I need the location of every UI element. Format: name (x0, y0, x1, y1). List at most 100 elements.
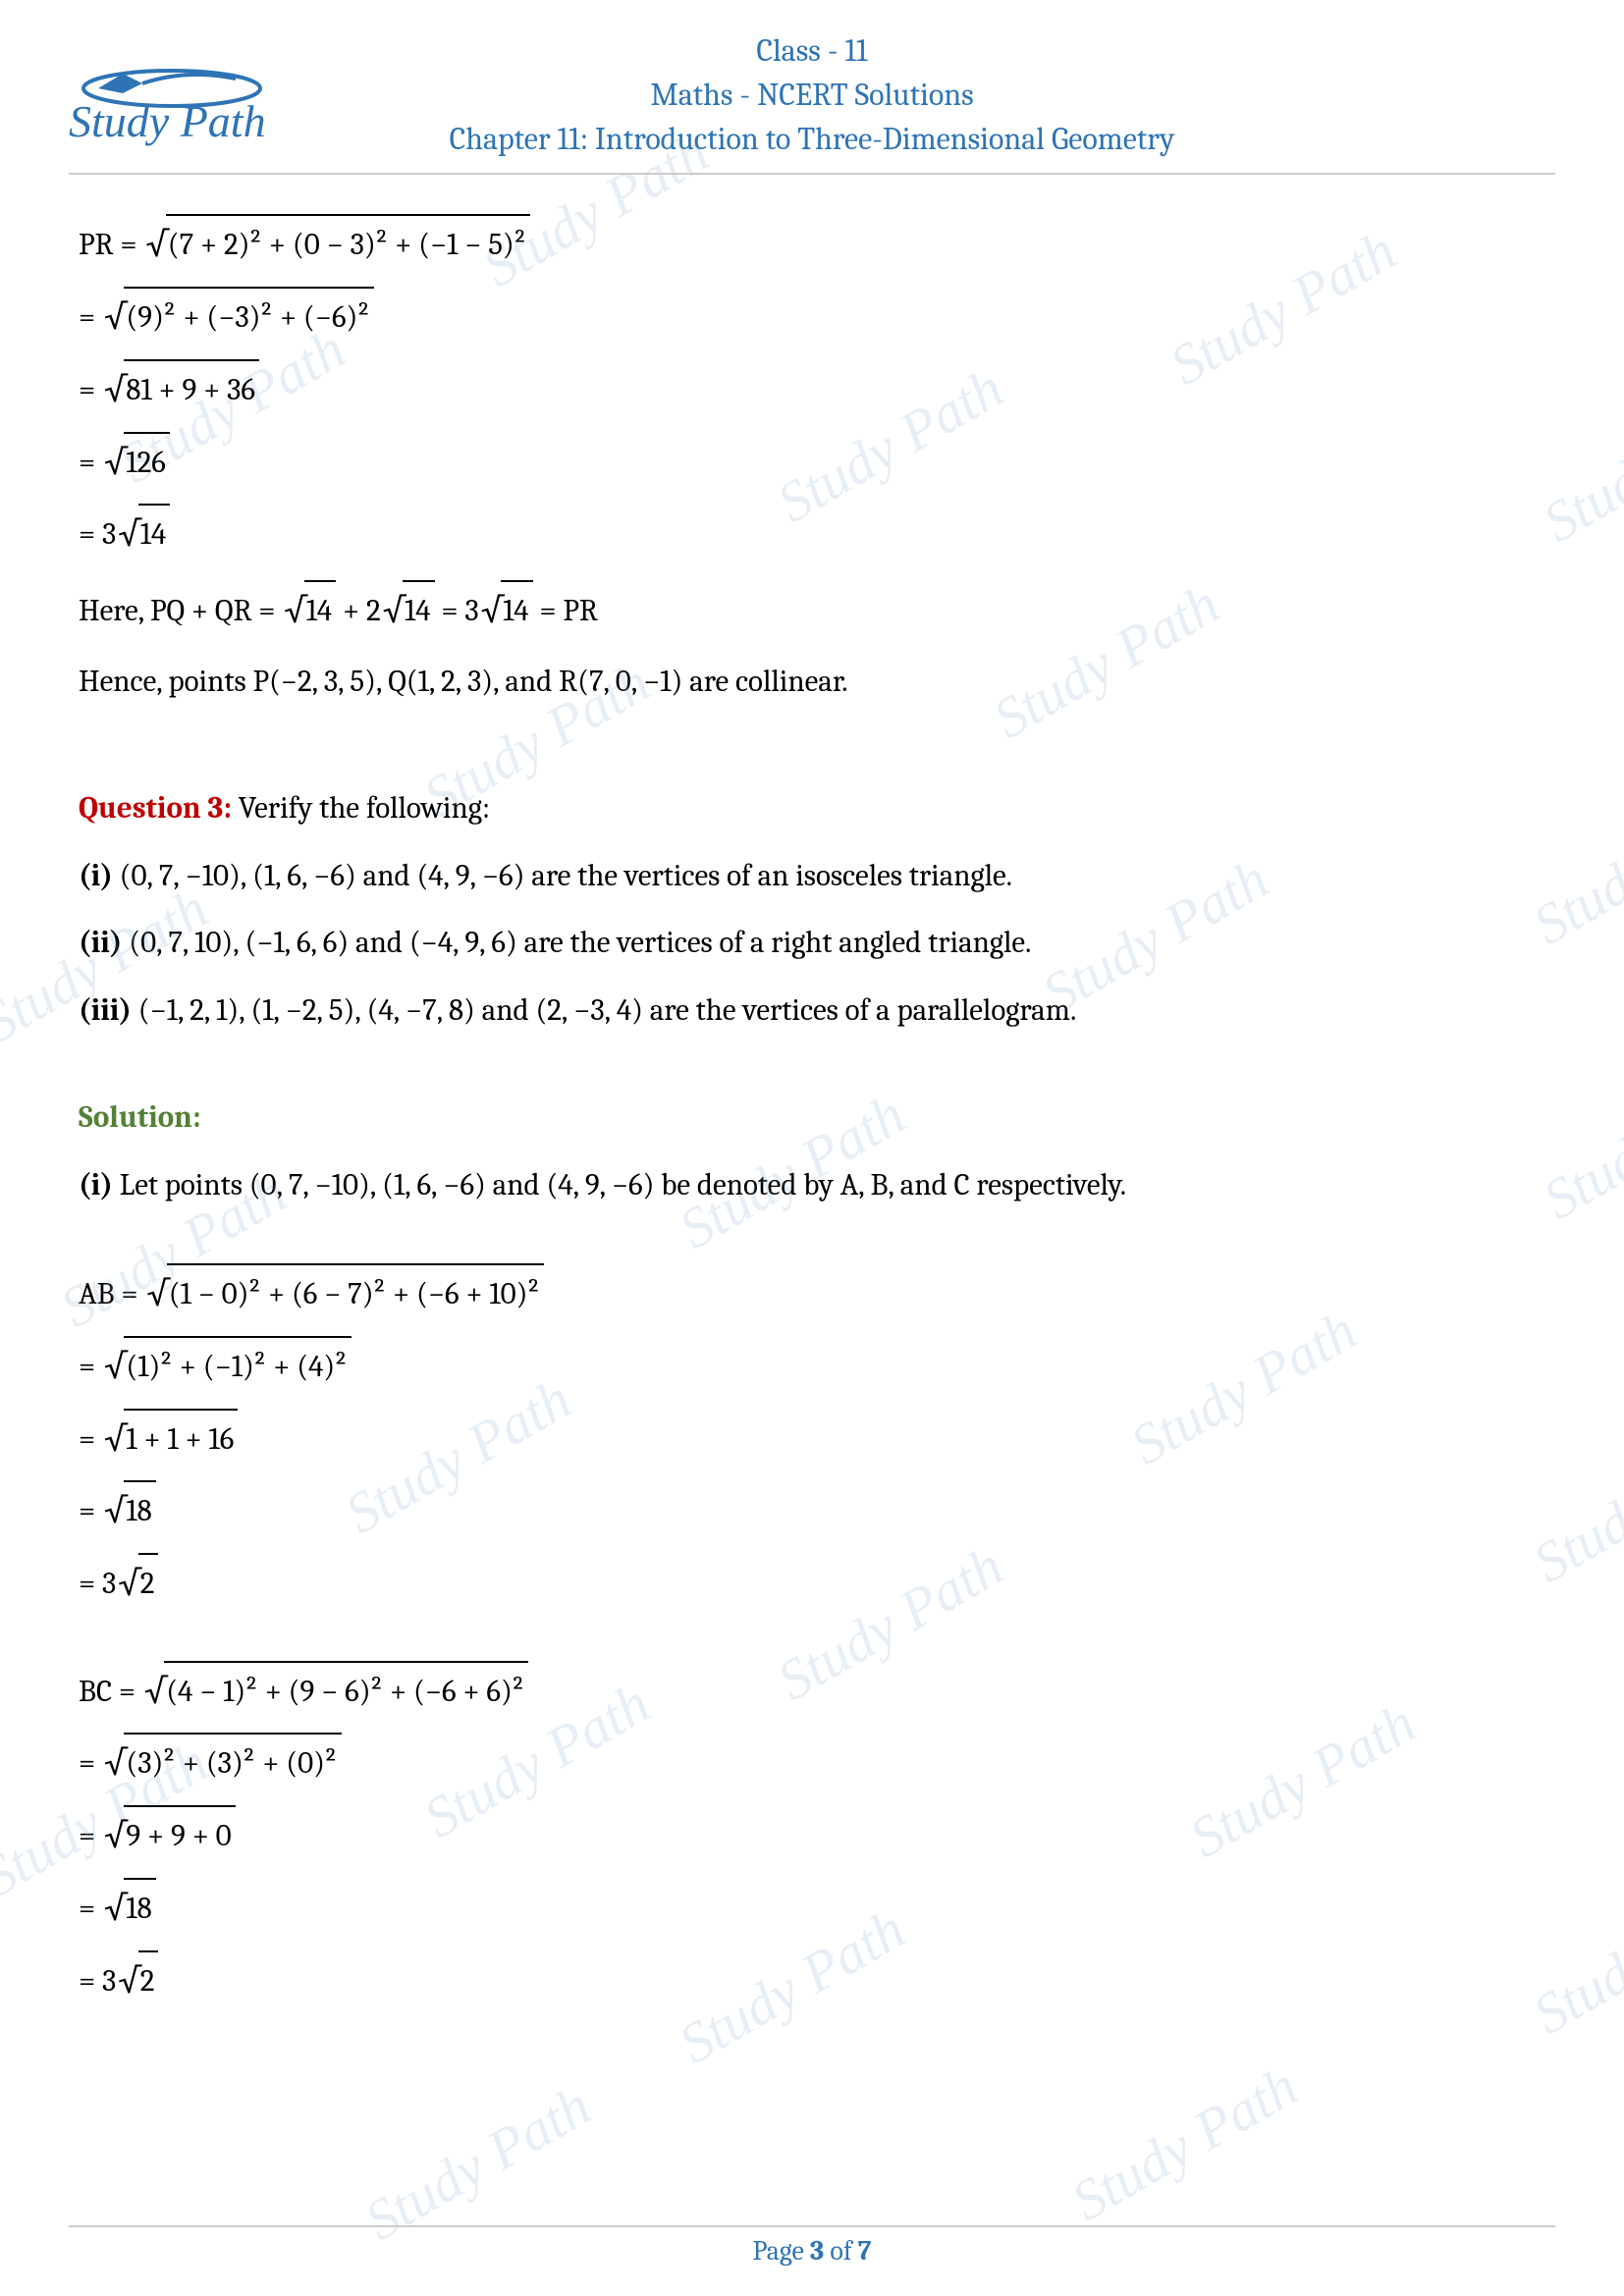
bc-line5-sqrt: 2 (138, 1950, 159, 2010)
solution-label: Solution: (79, 1099, 201, 1135)
q3-part-ii-text: (0, 7, 10), (−1, 6, 6) and (−4, 9, 6) ar… (122, 925, 1031, 960)
bc-line4-prefix: = (79, 1891, 102, 1926)
bc-line3-prefix: = (79, 1818, 102, 1853)
ab-line5-sqrt: 2 (138, 1553, 159, 1613)
sqrt-icon: 14 (284, 576, 336, 643)
col-c: = 3 (435, 593, 479, 628)
q3-part-i-text: (0, 7, −10), (1, 6, −6) and (4, 9, −6) a… (113, 858, 1012, 893)
sqrt-icon: (4 − 1)² + (9 − 6)² + (−6 + 6)² (144, 1657, 529, 1724)
header-subject: Maths - NCERT Solutions (69, 74, 1555, 118)
ab-line2: = (1)² + (−1)² + (4)² (79, 1332, 1545, 1399)
solution-heading: Solution: (79, 1089, 1545, 1147)
sqrt-icon: 2 (118, 1947, 158, 2013)
q3-part-iii: (iii) (−1, 2, 1), (1, −2, 5), (4, −7, 8)… (79, 982, 1545, 1040)
pr-line3: = 81 + 9 + 36 (79, 355, 1545, 422)
pr-line3-sqrt: 81 + 9 + 36 (124, 359, 259, 419)
sqrt-icon: 1 + 1 + 16 (104, 1405, 238, 1471)
footer-prefix: Page (752, 2235, 810, 2267)
question-label: Question 3: (79, 790, 232, 826)
collinear-sum: Here, PQ + QR = 14 + 214 = 314 = PR (79, 576, 1545, 643)
sol-part-i-label: (i) (79, 1167, 113, 1202)
ab-line4-prefix: = (79, 1493, 102, 1528)
footer-mid: of (824, 2235, 858, 2267)
col-a: Here, PQ + QR = (79, 593, 282, 628)
pr-line2-sqrt: (9)² + (−3)² + (−6)² (124, 287, 374, 347)
ab-line4-sqrt: 18 (124, 1480, 155, 1540)
ab-line1-sqrt: (1 − 0)² + (6 − 7)² + (−6 + 10)² (167, 1263, 544, 1323)
bc-line1: BC = (4 − 1)² + (9 − 6)² + (−6 + 6)² (79, 1657, 1545, 1724)
q3-part-ii: (ii) (0, 7, 10), (−1, 6, 6) and (−4, 9, … (79, 914, 1545, 972)
bc-line4: = 18 (79, 1874, 1545, 1941)
sqrt-icon: 2 (118, 1549, 158, 1616)
pr-line2-prefix: = (79, 299, 102, 335)
page: Study PathStudy PathStudy PathStudy Path… (0, 0, 1624, 2296)
pr-line5: = 3 14 (79, 500, 1545, 566)
pr-line5-sqrt: 14 (138, 504, 170, 563)
ab-line1-prefix: AB = (79, 1276, 144, 1311)
footer-current-page: 3 (810, 2235, 824, 2267)
header-chapter: Chapter 11: Introduction to Three-Dimens… (69, 118, 1555, 162)
pr-line2: = (9)² + (−3)² + (−6)² (79, 283, 1545, 349)
sqrt-icon: (7 + 2)² + (0 − 3)² + (−1 − 5)² (145, 210, 530, 277)
sol-part-i-text: Let points (0, 7, −10), (1, 6, −6) and (… (113, 1167, 1126, 1202)
bc-line1-prefix: BC = (79, 1674, 142, 1709)
bc-line3-sqrt: 9 + 9 + 0 (124, 1805, 235, 1865)
pr-line1: PR = (7 + 2)² + (0 − 3)² + (−1 − 5)² (79, 210, 1545, 277)
bc-line2-prefix: = (79, 1745, 102, 1781)
ab-line3-sqrt: 1 + 1 + 16 (124, 1409, 238, 1468)
pr-line1-sqrt: (7 + 2)² + (0 − 3)² + (−1 − 5)² (166, 214, 531, 274)
part-iii-label: (iii) (79, 992, 132, 1028)
ab-line5: = 32 (79, 1549, 1545, 1616)
header: Study Path Class - 11 Maths - NCERT Solu… (69, 29, 1555, 175)
watermark-text: Study Path (1060, 2053, 1309, 2233)
bc-line5: = 3 2 (79, 1947, 1545, 2013)
bc-line5-prefix: = 3 (79, 1963, 116, 1999)
header-class: Class - 11 (69, 29, 1555, 74)
col-s3: 14 (501, 580, 532, 640)
pr-line4-prefix: = (79, 445, 102, 480)
sqrt-icon: 81 + 9 + 36 (104, 355, 259, 422)
ab-line1: AB = (1 − 0)² + (6 − 7)² + (−6 + 10)² (79, 1259, 1545, 1326)
bc-line4-sqrt: 18 (124, 1878, 155, 1938)
sqrt-icon: (1)² + (−1)² + (4)² (104, 1332, 352, 1399)
pr-line4: = 126 (79, 428, 1545, 495)
solution-part-i: (i) Let points (0, 7, −10), (1, 6, −6) a… (79, 1156, 1545, 1214)
ab-line4: = 18 (79, 1476, 1545, 1543)
ab-line3: = 1 + 1 + 16 (79, 1405, 1545, 1471)
sqrt-icon: 126 (104, 428, 170, 495)
col-d: = PR (533, 593, 598, 628)
q3-part-iii-text: (−1, 2, 1), (1, −2, 5), (4, −7, 8) and (… (132, 992, 1076, 1028)
ab-line2-prefix: = (79, 1349, 102, 1384)
sqrt-icon: 14 (118, 500, 170, 566)
logo: Study Path (69, 39, 275, 147)
col-s1: 14 (304, 580, 336, 640)
sqrt-icon: 9 + 9 + 0 (104, 1801, 236, 1868)
bc-line3: = 9 + 9 + 0 (79, 1801, 1545, 1868)
sqrt-icon: (9)² + (−3)² + (−6)² (104, 283, 374, 349)
question3-heading: Question 3: Verify the following: (79, 779, 1545, 837)
col-b: + 2 (336, 593, 380, 628)
sqrt-icon: 14 (481, 576, 533, 643)
sqrt-icon: 18 (104, 1874, 156, 1941)
bc-line2-sqrt: (3)² + (3)² + (0)² (124, 1733, 341, 1792)
footer-total-pages: 7 (858, 2235, 872, 2267)
pr-line4-sqrt: 126 (124, 432, 169, 492)
bc-line2: = (3)² + (3)² + (0)² (79, 1729, 1545, 1795)
sqrt-icon: 18 (104, 1476, 156, 1543)
pr-line3-prefix: = (79, 372, 102, 407)
ab-line2-sqrt: (1)² + (−1)² + (4)² (124, 1336, 351, 1396)
q3-part-i: (i) (0, 7, −10), (1, 6, −6) and (4, 9, −… (79, 847, 1545, 905)
part-ii-label: (ii) (79, 925, 122, 960)
sqrt-icon: (3)² + (3)² + (0)² (104, 1729, 342, 1795)
ab-line3-prefix: = (79, 1421, 102, 1457)
question3-intro: Verify the following: (232, 790, 490, 826)
footer: Page 3 of 7 (69, 2225, 1555, 2267)
part-i-label: (i) (79, 858, 113, 893)
content-body: PR = (7 + 2)² + (0 − 3)² + (−1 − 5)² = (… (69, 185, 1555, 2012)
pr-line5-prefix: = 3 (79, 516, 116, 552)
sqrt-icon: 14 (383, 576, 435, 643)
col-s2: 14 (403, 580, 434, 640)
bc-line1-sqrt: (4 − 1)² + (9 − 6)² + (−6 + 6)² (164, 1661, 528, 1721)
pr-line1-prefix: PR = (79, 227, 143, 262)
logo-text: Study Path (69, 95, 266, 147)
